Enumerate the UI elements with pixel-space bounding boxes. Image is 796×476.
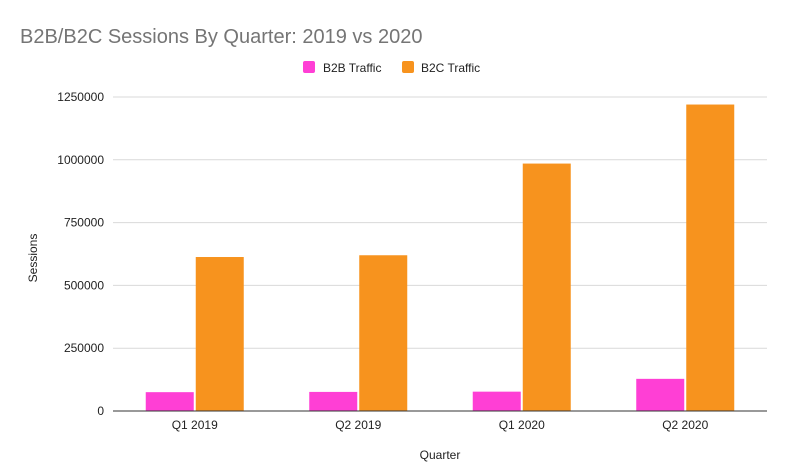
x-tick-label-0: Q1 2019: [172, 418, 218, 432]
legend-swatch-b2c: [402, 61, 414, 73]
x-tick-label-3: Q2 2020: [662, 418, 708, 432]
y-tick-label-4: 1000000: [57, 153, 104, 167]
x-axis-ticks: Q1 2019 Q2 2019 Q1 2020 Q2 2020: [172, 418, 709, 432]
bar-b2b-traffic-q2-2019: [309, 391, 358, 411]
bar-b2b-traffic-q1-2019: [145, 392, 194, 411]
y-tick-label-5: 1250000: [57, 90, 104, 104]
bar-b2c-traffic-q1-2020: [522, 163, 571, 411]
legend-label-b2c: B2C Traffic: [421, 61, 480, 75]
y-tick-label-2: 500000: [64, 278, 104, 292]
chart-title: B2B/B2C Sessions By Quarter: 2019 vs 202…: [20, 26, 422, 48]
y-tick-label-0: 0: [97, 404, 104, 418]
y-axis-ticks: 0 250000 500000 750000 1000000 1250000: [57, 90, 104, 418]
legend-swatch-b2b: [303, 61, 315, 73]
bar-b2c-traffic-q2-2020: [686, 104, 735, 411]
y-tick-label-3: 750000: [64, 216, 104, 230]
bar-b2b-traffic-q1-2020: [472, 391, 521, 411]
bars: [145, 104, 735, 411]
bar-b2c-traffic-q1-2019: [195, 257, 244, 411]
bar-b2b-traffic-q2-2020: [636, 378, 685, 411]
x-tick-label-2: Q1 2020: [499, 418, 545, 432]
y-tick-label-1: 250000: [64, 341, 104, 355]
x-axis-label: Quarter: [420, 448, 461, 462]
bar-b2c-traffic-q2-2019: [359, 255, 408, 411]
legend: B2B Traffic B2C Traffic: [303, 61, 480, 75]
legend-label-b2b: B2B Traffic: [323, 61, 381, 75]
y-axis-label: Sessions: [26, 234, 40, 283]
x-tick-label-1: Q2 2019: [335, 418, 381, 432]
